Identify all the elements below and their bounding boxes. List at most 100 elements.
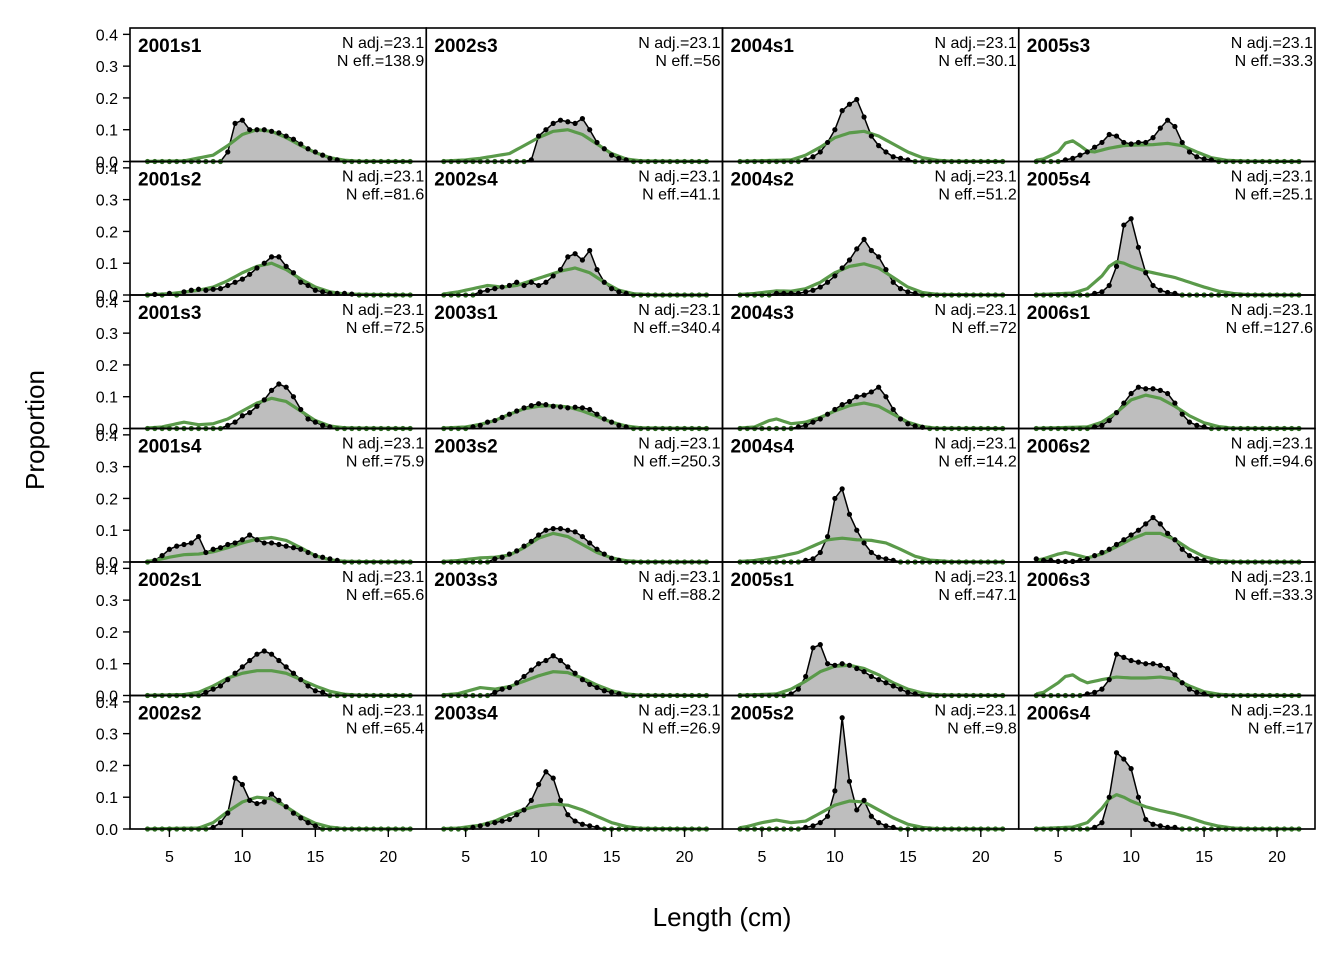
n-adj-label: N adj.=23.1 <box>342 35 424 52</box>
observed-point <box>536 401 542 407</box>
observed-point <box>803 673 809 680</box>
observed-area <box>740 99 1003 162</box>
observed-point <box>846 778 853 784</box>
x-tick-label: 10 <box>1122 849 1140 866</box>
observed-point <box>565 405 571 411</box>
y-tick-label: 0.3 <box>96 326 118 343</box>
observed-point <box>1150 386 1156 392</box>
observed-point <box>1121 537 1127 543</box>
observed-point <box>188 287 194 293</box>
observed-point <box>572 818 578 824</box>
observed-point <box>1128 390 1134 397</box>
observed-point <box>276 797 282 803</box>
n-eff-label: N eff.=33.3 <box>1235 587 1314 604</box>
n-adj-label: N adj.=23.1 <box>638 35 720 52</box>
observed-point <box>543 769 549 775</box>
observed-point <box>824 661 831 667</box>
observed-point <box>543 657 549 664</box>
observed-point <box>608 689 615 695</box>
observed-point <box>1092 553 1098 559</box>
observed-point <box>232 540 238 546</box>
observed-point <box>268 128 275 134</box>
observed-point <box>499 284 505 290</box>
observed-point <box>239 664 245 670</box>
observed-point <box>883 823 889 829</box>
observed-point <box>817 642 823 648</box>
observed-point <box>1121 222 1127 228</box>
y-tick-label: 0.3 <box>96 59 118 76</box>
observed-point <box>536 781 542 788</box>
observed-point <box>1121 139 1127 146</box>
observed-point <box>1070 155 1076 161</box>
observed-point <box>312 553 318 559</box>
y-tick-label: 0.1 <box>96 390 118 407</box>
observed-point <box>203 549 209 556</box>
observed-point <box>557 266 564 273</box>
observed-area <box>443 528 707 562</box>
observed-point <box>239 117 245 123</box>
observed-point <box>594 266 600 273</box>
observed-point <box>572 670 578 676</box>
n-adj-label: N adj.=23.1 <box>934 569 1016 586</box>
panel-title: 2004s1 <box>731 36 795 57</box>
observed-point <box>247 797 253 803</box>
x-tick-label: 15 <box>306 849 324 866</box>
x-tick-label: 15 <box>1195 849 1213 866</box>
observed-point <box>1194 422 1200 428</box>
observed-point <box>543 527 549 533</box>
observed-point <box>320 689 326 695</box>
observed-point <box>876 384 882 390</box>
observed-point <box>1179 680 1185 686</box>
observed-point <box>579 257 586 263</box>
observed-point <box>312 419 318 425</box>
observed-point <box>839 265 845 271</box>
panel-title: 2003s2 <box>434 437 497 458</box>
observed-point <box>1179 546 1185 552</box>
observed-point <box>528 279 534 285</box>
n-eff-label: N eff.=56 <box>655 53 720 70</box>
observed-point <box>506 411 513 417</box>
panel-title: 2005s4 <box>1027 170 1091 191</box>
observed-point <box>290 545 297 551</box>
observed-point <box>1106 417 1112 424</box>
observed-point <box>492 820 498 826</box>
observed-point <box>232 419 238 425</box>
panel-title: 2005s2 <box>731 704 794 725</box>
n-eff-label: N eff.=72.5 <box>346 320 425 337</box>
observed-point <box>883 680 889 686</box>
observed-point <box>276 657 282 664</box>
observed-point <box>261 397 267 403</box>
observed-point <box>824 813 831 819</box>
observed-point <box>283 804 289 810</box>
observed-point <box>1165 530 1171 536</box>
observed-point <box>616 422 622 428</box>
observed-point <box>817 284 823 290</box>
observed-point <box>810 287 816 293</box>
observed-point <box>327 556 333 562</box>
observed-point <box>1179 139 1185 146</box>
observed-point <box>557 404 564 410</box>
observed-point <box>890 683 896 689</box>
n-eff-label: N eff.=94.6 <box>1235 454 1314 471</box>
panel-title: 2006s3 <box>1027 570 1090 591</box>
observed-point <box>817 820 823 826</box>
n-adj-label: N adj.=23.1 <box>638 569 720 586</box>
observed-point <box>521 673 527 680</box>
panel-title: 2002s4 <box>434 170 498 191</box>
observed-point <box>868 549 874 556</box>
x-tick-label: 5 <box>1054 849 1063 866</box>
observed-point <box>506 551 513 557</box>
observed-point <box>239 413 245 419</box>
observed-point <box>854 394 860 400</box>
observed-point <box>492 556 498 562</box>
observed-point <box>254 651 260 657</box>
observed-point <box>839 715 845 721</box>
y-tick-label: 0.4 <box>96 428 118 445</box>
observed-point <box>543 127 549 133</box>
observed-point <box>854 527 860 533</box>
observed-point <box>536 282 542 289</box>
y-tick-label: 0.4 <box>96 161 118 178</box>
observed-point <box>550 653 556 659</box>
observed-point <box>514 408 520 414</box>
